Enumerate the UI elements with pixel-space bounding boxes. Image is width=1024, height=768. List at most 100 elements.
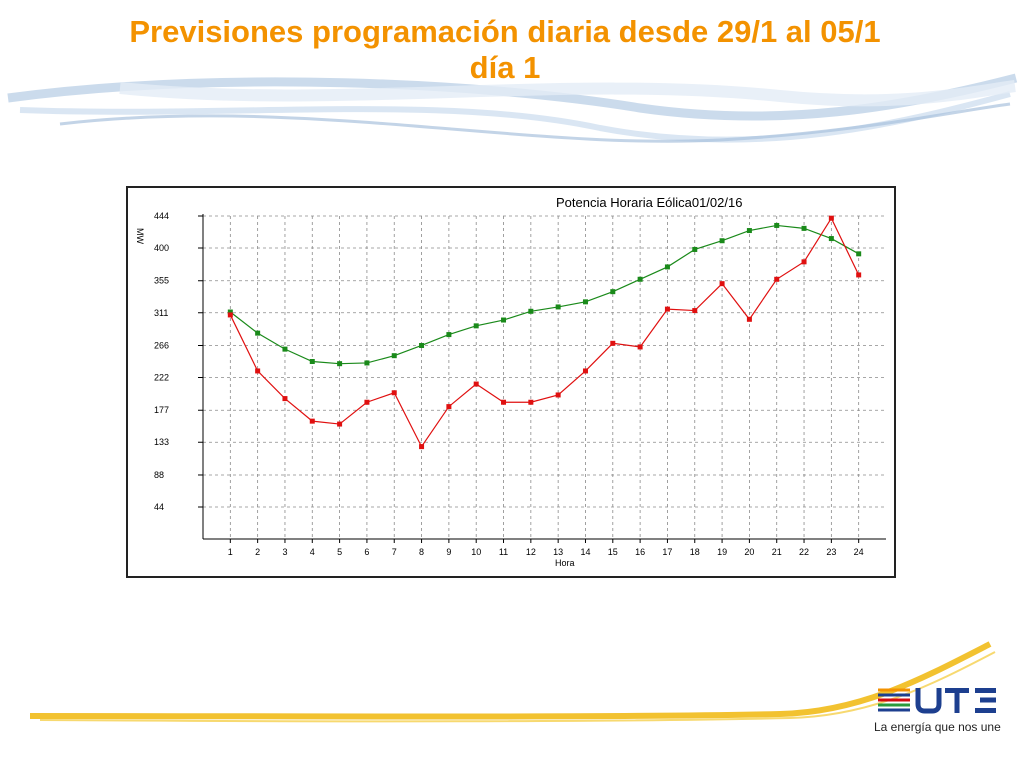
series-1-point [582, 299, 588, 305]
series-2-point [528, 399, 534, 405]
series-2-point [801, 259, 807, 265]
series-2-point [582, 368, 588, 374]
series-1-point [774, 222, 780, 228]
x-tick-label: 2 [255, 547, 260, 557]
x-tick-label: 18 [690, 547, 700, 557]
x-axis-label: Hora [555, 558, 575, 568]
x-tick-label: 1 [228, 547, 233, 557]
x-tick-label: 23 [826, 547, 836, 557]
x-tick-label: 5 [337, 547, 342, 557]
x-tick-label: 22 [799, 547, 809, 557]
x-tick-label: 8 [419, 547, 424, 557]
series-1-point [610, 289, 616, 295]
series-2-point [774, 276, 780, 282]
series-2-point [828, 215, 834, 221]
series-2-point [555, 392, 561, 398]
series-1-point [801, 225, 807, 231]
series-1-point [419, 342, 425, 348]
x-tick-label: 13 [553, 547, 563, 557]
x-tick-label: 7 [392, 547, 397, 557]
series-1-point [856, 251, 862, 257]
x-tick-label: 14 [580, 547, 590, 557]
series-2-point [227, 312, 233, 318]
x-tick-label: 12 [526, 547, 536, 557]
chart-series [227, 215, 862, 450]
y-tick-label: 355 [154, 276, 169, 286]
series-2-point [446, 404, 452, 410]
series-1-point [473, 323, 479, 329]
series-1-point [664, 264, 670, 270]
x-tick-label: 9 [446, 547, 451, 557]
series-2-point [473, 381, 479, 387]
series-2-point [856, 272, 862, 278]
series-1-point [227, 309, 233, 315]
series-2-point [746, 316, 752, 322]
series-1-point [828, 236, 834, 242]
y-tick-label: 444 [154, 211, 169, 221]
series-1-point [637, 276, 643, 282]
series-2-point [337, 421, 343, 427]
y-axis-label: MW [135, 228, 145, 244]
chart-grid [203, 215, 886, 539]
ute-logo: La energía que nos une [874, 676, 1014, 742]
y-tick-label: 133 [154, 437, 169, 447]
series-1-point [446, 332, 452, 338]
chart-title: Potencia Horaria Eólica01/02/16 [556, 195, 742, 210]
slide-title: Previsiones programación diaria desde 29… [20, 14, 990, 86]
y-tick-label: 177 [154, 405, 169, 415]
series-1-point [746, 228, 752, 234]
series-1-point [501, 317, 507, 323]
x-tick-label: 15 [608, 547, 618, 557]
series-2-point [692, 308, 698, 314]
series-2-point [501, 399, 507, 405]
x-tick-label: 3 [282, 547, 287, 557]
x-tick-label: 4 [310, 547, 315, 557]
series-line-1 [229, 224, 859, 365]
y-tick-label: 88 [154, 470, 164, 480]
x-tick-label: 17 [662, 547, 672, 557]
x-tick-label: 6 [364, 547, 369, 557]
series-1-point [309, 358, 315, 364]
ute-logo-lettering-icon [915, 688, 996, 714]
chart-panel: 44 88 133 177 222 266 311 355 400 444 1 2 3 4 5 6 7 8 9 10 1… [126, 186, 896, 578]
ute-logo-stripes-icon [878, 688, 910, 712]
x-tick-label: 19 [717, 547, 727, 557]
y-tick-label: 266 [154, 340, 169, 350]
series-line-2 [229, 216, 860, 448]
series-1-point [719, 238, 725, 244]
series-1-point [364, 360, 370, 366]
series-1-point [282, 346, 288, 352]
series-2-point [391, 390, 397, 396]
series-2-point [364, 399, 370, 405]
y-tick-label: 311 [154, 308, 168, 318]
series-2-point [637, 344, 643, 350]
x-tick-label: 11 [499, 547, 508, 557]
x-tick-label: 10 [471, 547, 481, 557]
y-tick-label: 44 [154, 502, 164, 512]
series-1-point [255, 330, 261, 336]
y-tick-label: 222 [154, 373, 169, 383]
series-2-point [282, 396, 288, 402]
series-2-point [610, 340, 616, 346]
series-1-point [528, 308, 534, 314]
series-2-point [255, 368, 261, 374]
series-1-point [555, 304, 561, 310]
logo-tagline: La energía que nos une [874, 720, 1001, 734]
x-tick-label: 24 [854, 547, 864, 557]
series-2-point [309, 418, 315, 424]
series-2-point [664, 306, 670, 312]
x-tick-label: 21 [772, 547, 782, 557]
y-tick-label: 400 [154, 243, 169, 253]
series-2-point [719, 281, 725, 287]
x-tick-label: 20 [744, 547, 754, 557]
series-1-point [337, 361, 343, 367]
x-tick-label: 16 [635, 547, 645, 557]
series-2-point [419, 444, 425, 450]
series-1-point [391, 353, 397, 359]
slide-title-line-2: día 1 [469, 50, 541, 85]
slide-title-line-1: Previsiones programación diaria desde 29… [129, 14, 881, 49]
ute-logo-mark [878, 688, 996, 714]
